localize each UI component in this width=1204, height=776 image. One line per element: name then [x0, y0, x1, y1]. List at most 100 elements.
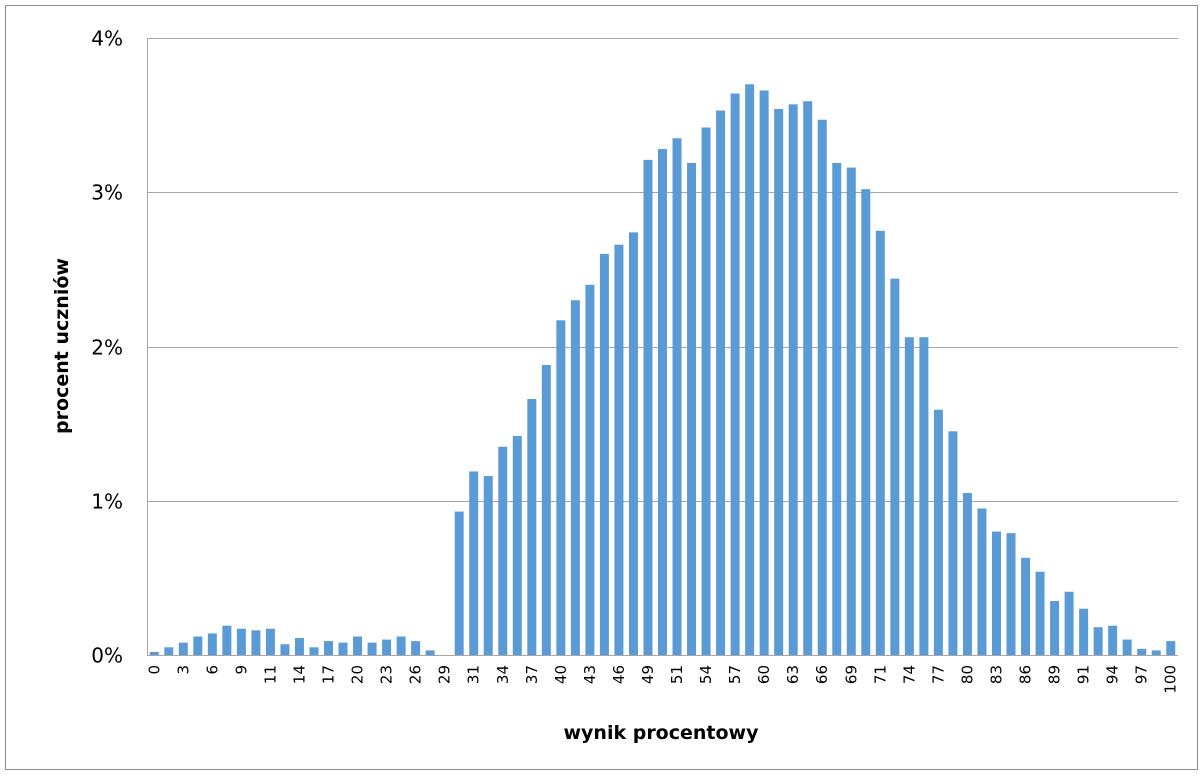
- x-tick-label: 91: [1075, 665, 1093, 684]
- bar: [469, 471, 479, 655]
- x-tick-label: 69: [842, 665, 860, 684]
- x-tick-label: 89: [1046, 665, 1064, 684]
- x-tick-label: 37: [523, 665, 541, 684]
- bar: [251, 630, 261, 655]
- bar: [701, 127, 711, 656]
- bar: [338, 642, 348, 655]
- x-tick-label: 94: [1104, 665, 1122, 684]
- x-tick-label: 74: [900, 665, 918, 684]
- bar: [1166, 641, 1176, 655]
- x-tick-label: 14: [290, 665, 308, 684]
- bar: [1064, 591, 1074, 655]
- bar: [265, 628, 275, 655]
- bar: [527, 398, 537, 655]
- bar: [164, 647, 174, 655]
- x-tick-label: 49: [639, 665, 657, 684]
- bar: [991, 531, 1001, 655]
- bar: [454, 511, 464, 655]
- x-tick-label: 63: [784, 665, 802, 684]
- bar: [1108, 625, 1118, 655]
- bar: [962, 493, 972, 655]
- x-tick-label: 54: [697, 665, 715, 684]
- bar: [1021, 557, 1031, 655]
- bar: [483, 476, 493, 655]
- bar: [353, 636, 363, 655]
- bar: [977, 508, 987, 655]
- bar: [948, 431, 958, 655]
- x-tick-label: 83: [987, 665, 1005, 684]
- bar: [193, 636, 203, 655]
- bar: [817, 119, 827, 655]
- bar: [716, 110, 726, 655]
- bar: [236, 628, 246, 655]
- bar: [498, 446, 508, 655]
- bar: [890, 278, 900, 655]
- x-tick-label: 77: [929, 665, 947, 684]
- y-axis-title: procent uczniów: [51, 258, 73, 434]
- x-tick-label: 17: [320, 665, 338, 684]
- bar: [745, 84, 755, 655]
- bar: [614, 244, 624, 655]
- bar: [294, 638, 304, 655]
- bar: [730, 93, 740, 655]
- x-tick-label: 97: [1133, 665, 1151, 684]
- y-tick-label: 4%: [91, 27, 123, 51]
- x-tick-label: 11: [261, 665, 279, 684]
- bar: [512, 435, 522, 655]
- bar: [803, 101, 813, 656]
- x-tick-label: 71: [871, 665, 889, 684]
- bar: [280, 644, 290, 655]
- bar: [904, 337, 914, 655]
- bar: [628, 232, 638, 656]
- bar: [396, 636, 406, 655]
- bar: [933, 409, 943, 655]
- bar: [599, 253, 609, 655]
- x-tick-label: 6: [203, 665, 221, 675]
- x-tick-label: 31: [465, 665, 483, 684]
- y-tick-label: 2%: [91, 336, 123, 360]
- bar: [1079, 608, 1089, 655]
- x-tick-label: 34: [494, 665, 512, 684]
- bar: [1151, 650, 1161, 655]
- bar: [774, 108, 784, 655]
- x-tick-label: 40: [552, 665, 570, 684]
- bar: [1122, 639, 1132, 655]
- bar: [1035, 571, 1045, 655]
- bar: [1093, 627, 1103, 655]
- bar: [309, 647, 319, 655]
- y-tick-label: 1%: [91, 490, 123, 514]
- bar: [222, 625, 232, 655]
- bar: [687, 162, 697, 655]
- bar: [570, 300, 580, 655]
- bar: [585, 284, 595, 655]
- bar: [672, 138, 682, 655]
- bar: [1137, 648, 1147, 655]
- bar: [788, 104, 798, 655]
- y-tick-label: 0%: [91, 644, 123, 668]
- x-tick-label: 57: [726, 665, 744, 684]
- bar: [657, 149, 668, 655]
- y-tick-label: 3%: [91, 181, 123, 205]
- x-tick-label: 23: [378, 665, 396, 684]
- bar: [643, 159, 653, 656]
- bar: [149, 651, 159, 655]
- x-tick-label: 0: [145, 665, 163, 675]
- bar: [875, 230, 885, 655]
- x-tick-label: 86: [1017, 665, 1035, 684]
- bar: [207, 633, 217, 655]
- x-axis-title: wynik procentowy: [563, 722, 759, 744]
- bar: [382, 639, 392, 655]
- x-tick-label: 3: [174, 665, 192, 675]
- bar: [367, 642, 377, 655]
- bar: [1050, 601, 1060, 655]
- bar: [1006, 533, 1016, 655]
- x-tick-label: 26: [407, 665, 425, 684]
- bar: [541, 365, 551, 655]
- x-tick-label: 60: [755, 665, 773, 684]
- x-tick-label: 46: [610, 665, 628, 684]
- bar: [178, 642, 188, 655]
- bar: [861, 189, 871, 656]
- bar: [832, 162, 842, 655]
- bar: [556, 320, 566, 655]
